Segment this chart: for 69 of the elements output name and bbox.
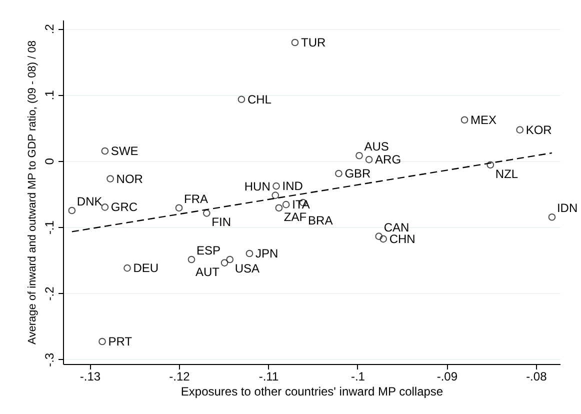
point — [291, 38, 299, 46]
data-label: BRA — [308, 214, 333, 228]
data-label: CAN — [384, 220, 410, 234]
data-label: USA — [234, 261, 260, 276]
x-tick-label: -.11 — [258, 370, 279, 384]
x-axis-title: Exposures to other countries' inward MP collapse — [180, 384, 444, 398]
data-label: CHN — [389, 232, 416, 246]
point — [365, 156, 373, 164]
data-label: SWE — [110, 144, 138, 158]
data-label: AUS — [364, 140, 389, 154]
data-label: AUT — [196, 264, 220, 279]
data-label: ZAF — [284, 210, 307, 224]
point — [220, 259, 228, 266]
y-axis-title: Average of inward and outward MP to GDP ratio, (09 - 08) / 08 — [26, 40, 38, 344]
data-label: NOR — [116, 172, 144, 186]
data-label: FIN — [212, 215, 231, 230]
data-label: CHL — [247, 92, 272, 106]
data-label: ESP — [196, 243, 221, 258]
point — [98, 338, 106, 346]
point — [106, 175, 114, 182]
point — [68, 206, 76, 214]
data-label: NZL — [495, 166, 518, 181]
data-label: MEX — [470, 112, 497, 127]
data-label: DEU — [133, 261, 159, 276]
y-tick-label: -.3 — [42, 352, 56, 367]
x-tick-label: -.1 — [350, 370, 366, 384]
point — [101, 147, 109, 155]
point — [548, 213, 556, 221]
point — [272, 182, 280, 190]
x-tick-label: -.13 — [80, 370, 101, 384]
point — [375, 232, 383, 240]
data-label: ARG — [375, 152, 402, 167]
data-label: HUN — [244, 179, 270, 194]
data-label: GRC — [110, 200, 138, 214]
point — [282, 200, 290, 208]
point — [380, 235, 387, 243]
point — [175, 204, 183, 212]
data-label: IND — [282, 179, 304, 194]
point — [486, 161, 494, 169]
point — [460, 116, 468, 124]
point — [101, 204, 109, 211]
data-label: KOR — [526, 122, 552, 137]
point — [238, 96, 246, 104]
point — [124, 264, 131, 272]
point — [188, 256, 196, 264]
point — [246, 250, 254, 258]
data-label: PRT — [108, 334, 133, 349]
point — [226, 256, 234, 264]
y-tick-label: -.2 — [42, 286, 56, 301]
x-tick-label: -.08 — [526, 370, 548, 384]
y-tick-label: 0 — [42, 158, 56, 165]
point — [356, 152, 363, 160]
x-tick-label: -.12 — [169, 370, 190, 384]
data-label: TUR — [300, 35, 326, 50]
data-label: GBR — [344, 166, 372, 180]
y-tick-label: .2 — [42, 24, 56, 34]
y-tick-label: -.1 — [42, 220, 56, 235]
data-label: FRA — [184, 192, 208, 206]
data-label: ITA — [292, 198, 310, 212]
point — [202, 210, 210, 217]
point — [275, 204, 283, 212]
data-label: IDN — [556, 201, 578, 216]
point — [272, 192, 280, 199]
point — [516, 126, 524, 134]
point — [335, 170, 342, 178]
data-label: DNK — [76, 194, 102, 209]
data-label: JPN — [255, 246, 278, 261]
y-tick-label: .1 — [42, 90, 56, 100]
x-tick-label: -.09 — [436, 370, 458, 384]
